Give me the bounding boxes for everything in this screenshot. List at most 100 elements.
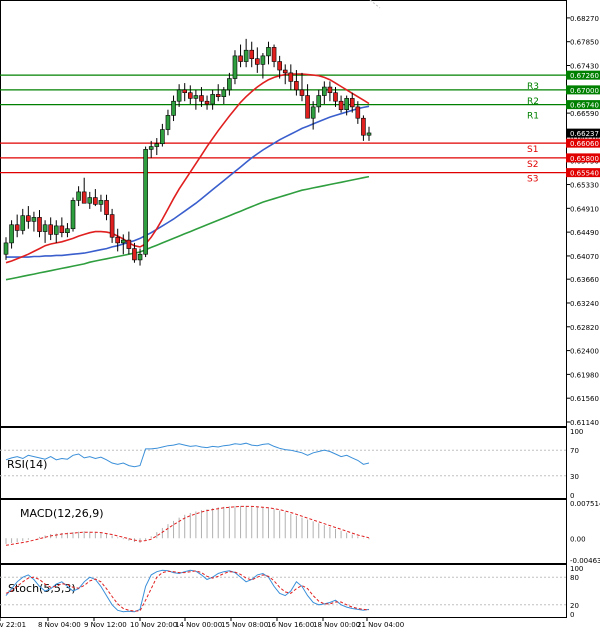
x-tick-label: 8 Nov 04:00 [38,621,81,629]
candle [143,146,148,258]
candle [305,84,310,119]
candle [48,217,53,241]
candle [238,44,243,68]
candle [165,109,171,136]
y-tick-label: 0.64910 [570,205,599,213]
candle [355,101,361,124]
macd-tick-label: 0.00 [570,535,586,543]
candle [299,72,305,102]
candle [199,87,204,107]
level-name-r1: R1 [527,112,539,122]
y-tick-label: 0.68270 [570,15,599,23]
candle [366,126,372,141]
candle [59,217,65,238]
x-tick-label: 10 Nov 20:00 [130,621,177,629]
current-price-tag [566,128,600,138]
candle [98,194,104,212]
stoch-tick-label: 80 [570,574,579,582]
level-price-tag-s2 [566,153,600,163]
candle [109,208,115,243]
x-tick-label: 18 Nov 00:00 [313,621,360,629]
level-price-label-s1: 0.66060 [570,140,599,148]
rsi-panel-frame [0,427,567,499]
candle [53,220,59,243]
level-price-tag-r1 [566,100,600,110]
level-price-label-s2: 0.65800 [570,155,599,163]
candle [3,237,9,260]
candle [160,123,165,147]
candle [115,228,120,252]
candle [120,234,126,255]
level-name-r3: R3 [527,82,539,92]
level-price-tag-r2 [566,85,600,95]
y-tick-label: 0.67430 [570,63,599,71]
level-name-r2: R2 [527,97,539,107]
candle [126,231,132,255]
y-tick-label: 0.61560 [570,395,599,403]
candle [37,210,42,238]
level-price-label-r2: 0.67000 [570,87,599,95]
candle [104,194,109,221]
main-price-panel: 0.68270 0.67850 0.67430 0.67000 0.66590 0.661… [0,0,600,427]
x-tick-label: Nov 22:01 [0,621,26,629]
candle [215,84,221,102]
candle [187,85,193,105]
candle [65,223,70,238]
candle [271,44,277,68]
candle [243,38,249,68]
candle [210,89,215,110]
y-tick-label: 0.62820 [570,324,599,332]
candle [148,140,154,158]
candle [333,87,338,107]
stoch-tick-label: 0 [570,611,574,619]
level-price-label-s3: 0.65540 [570,170,599,178]
x-tick-label: 14 Nov 00:00 [175,621,222,629]
x-tick-label: 21 Nov 04:00 [357,621,404,629]
candle [266,41,271,65]
y-tick-label: 0.67850 [570,39,599,47]
ma-blue-line [6,105,370,258]
candle [182,83,188,102]
candle [154,138,160,156]
macd-label: MACD(12,26,9) [20,507,104,520]
candle [277,55,282,79]
macd-tick-label: 0.007514 [570,500,600,508]
candle [31,211,37,232]
macd-signal-line [5,505,370,546]
candle [260,53,266,79]
main-panel-frame [0,0,567,427]
stoch-d-line [5,570,370,612]
level-name-s3: S3 [527,175,538,185]
x-tick-label: 16 Nov 16:00 [267,621,314,629]
candle [93,189,98,207]
candle [255,47,260,73]
rsi-line [5,442,370,468]
candle [288,64,294,90]
level-price-label-r3: 0.67260 [570,72,599,80]
macd-panel: MACD(12,26,9) 0.007514 0.00 -0.004632 [0,499,600,565]
candle [42,220,48,243]
stoch-k-line [5,569,370,613]
level-price-tag-s1 [566,138,600,148]
candle [338,95,344,113]
candle [344,95,349,116]
y-tick-label: 0.66170 [570,134,599,142]
candle [322,81,327,105]
ma-green-line [5,175,370,281]
candle [9,220,14,249]
y-tick-label: 0.61140 [570,419,599,427]
level-name-s2: S2 [527,160,538,170]
candle [227,72,232,96]
candle [176,84,182,107]
current-price-label: 0.66237 [570,130,599,138]
rsi-panel: RSI(14) 100 70 30 0 [0,427,583,500]
candle [76,186,81,207]
y-tick-label: 0.64070 [570,253,599,261]
candle [249,41,255,68]
candle [87,191,93,209]
candle [14,214,20,238]
x-tick-label: 9 Nov 12:00 [84,621,127,629]
